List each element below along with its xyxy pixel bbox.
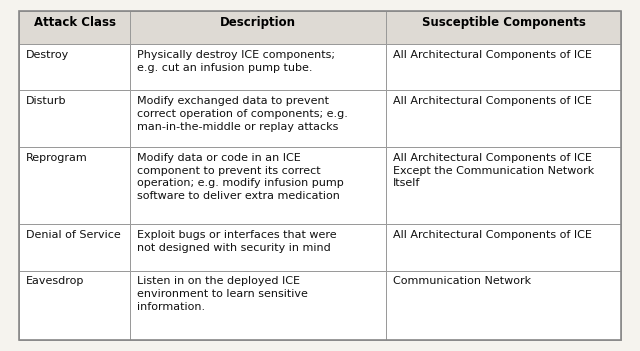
- Text: All Architectural Components of ICE: All Architectural Components of ICE: [392, 50, 591, 60]
- Bar: [19, 11, 131, 44]
- Bar: [19, 224, 131, 271]
- Text: All Architectural Components of ICE: All Architectural Components of ICE: [392, 230, 591, 240]
- Text: Communication Network: Communication Network: [392, 276, 531, 286]
- Bar: [131, 271, 386, 340]
- Text: Attack Class: Attack Class: [34, 16, 116, 29]
- Bar: [19, 271, 131, 340]
- Bar: [386, 147, 621, 224]
- Text: Description: Description: [220, 16, 296, 29]
- Bar: [131, 90, 386, 147]
- Text: Destroy: Destroy: [26, 50, 69, 60]
- Bar: [131, 147, 386, 224]
- Bar: [386, 271, 621, 340]
- Text: All Architectural Components of ICE: All Architectural Components of ICE: [392, 96, 591, 106]
- Text: Reprogram: Reprogram: [26, 153, 87, 163]
- Bar: [131, 44, 386, 90]
- Text: Modify exchanged data to prevent
correct operation of components; e.g.
man-in-th: Modify exchanged data to prevent correct…: [137, 96, 348, 132]
- Text: All Architectural Components of ICE
Except the Communication Network
Itself: All Architectural Components of ICE Exce…: [392, 153, 594, 188]
- Bar: [19, 44, 131, 90]
- Text: Eavesdrop: Eavesdrop: [26, 276, 84, 286]
- Bar: [386, 44, 621, 90]
- Text: Exploit bugs or interfaces that were
not designed with security in mind: Exploit bugs or interfaces that were not…: [137, 230, 337, 253]
- Bar: [19, 147, 131, 224]
- Bar: [131, 224, 386, 271]
- Bar: [19, 90, 131, 147]
- Bar: [386, 11, 621, 44]
- Text: Modify data or code in an ICE
component to prevent its correct
operation; e.g. m: Modify data or code in an ICE component …: [137, 153, 344, 201]
- Text: Physically destroy ICE components;
e.g. cut an infusion pump tube.: Physically destroy ICE components; e.g. …: [137, 50, 335, 73]
- Bar: [131, 11, 386, 44]
- Text: Susceptible Components: Susceptible Components: [422, 16, 586, 29]
- Text: Denial of Service: Denial of Service: [26, 230, 120, 240]
- Bar: [386, 224, 621, 271]
- Bar: [386, 90, 621, 147]
- Text: Listen in on the deployed ICE
environment to learn sensitive
information.: Listen in on the deployed ICE environmen…: [137, 276, 308, 312]
- Text: Disturb: Disturb: [26, 96, 66, 106]
